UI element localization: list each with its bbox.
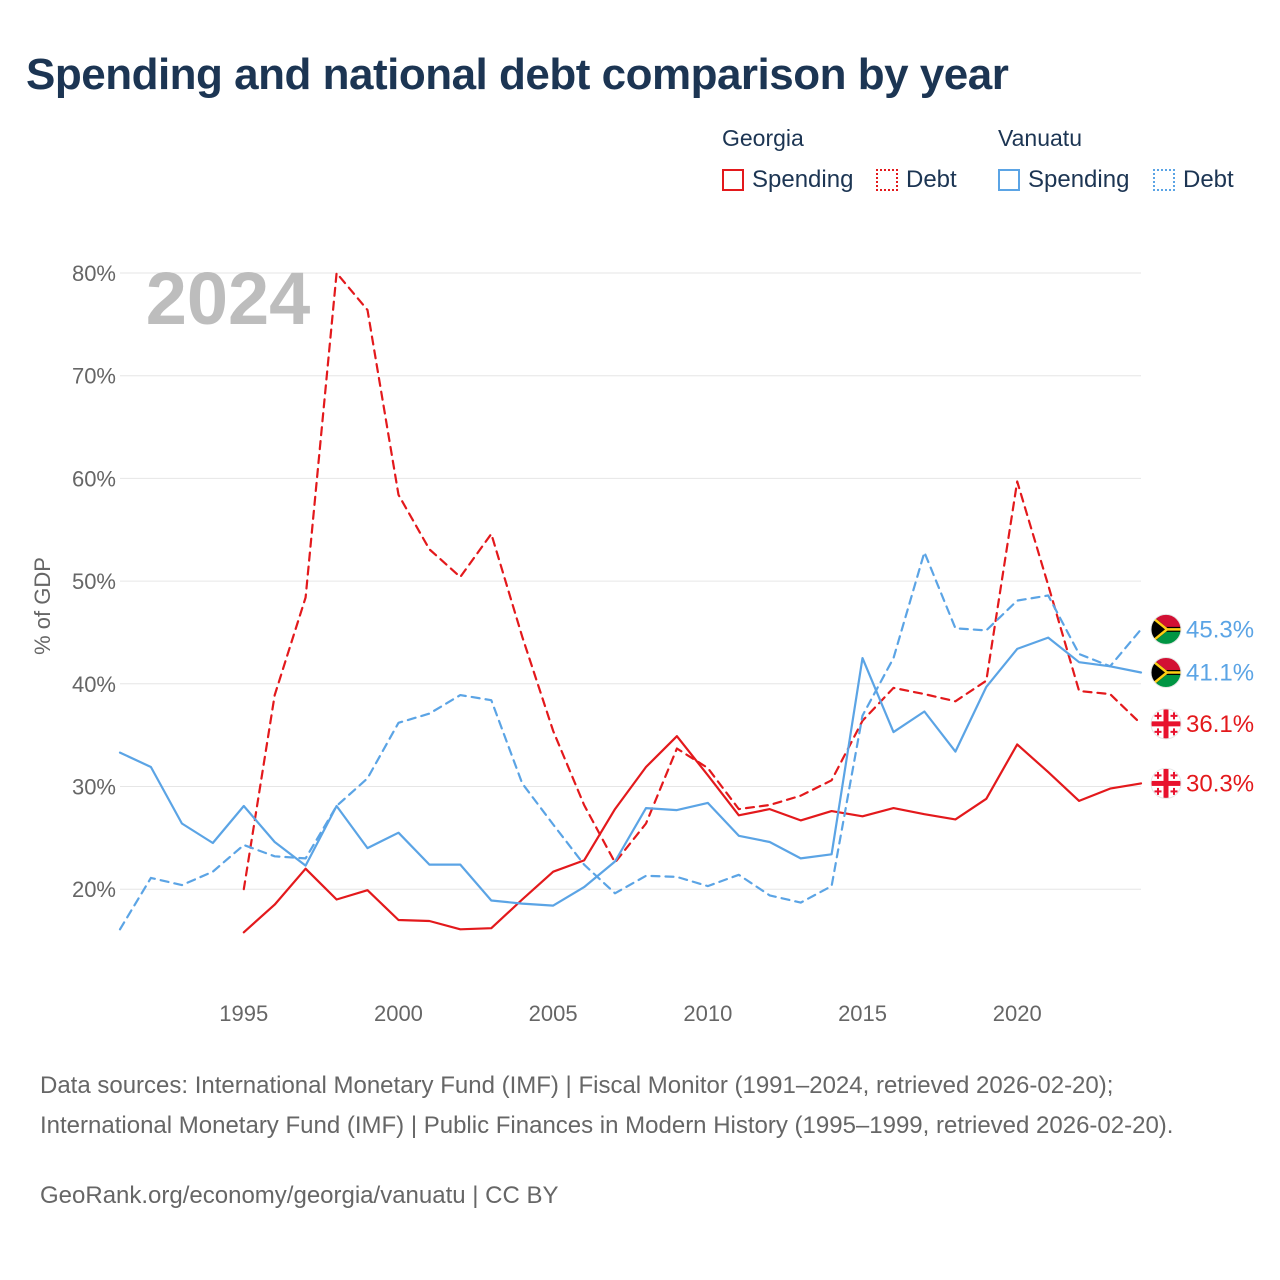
- y-tick-label: 40%: [72, 672, 116, 697]
- georgia-spending-line: [242, 735, 1143, 934]
- y-axis-ticks: 20% 30% 40% 50% 60% 70% 80%: [72, 261, 116, 902]
- x-axis-ticks: 1995 2000 2005 2010 2015 2020: [219, 1001, 1041, 1026]
- end-value-label: 41.1%: [1186, 660, 1254, 687]
- legend-label: Spending: [752, 166, 854, 193]
- georgia-flag-icon: [1150, 767, 1182, 799]
- georgia-flag-icon: [1150, 708, 1182, 740]
- y-tick-label: 80%: [72, 261, 116, 286]
- legend-item-georgia-spending[interactable]: Spending: [722, 166, 853, 194]
- legend-label: Spending: [1028, 166, 1130, 193]
- series-lines: [118, 271, 1143, 934]
- vanuatu-flag-icon: [1150, 613, 1182, 645]
- x-tick-label: 1995: [219, 1001, 268, 1026]
- line-chart: 2024 20% 30% 40% 50% 60% 70% 80% 1995 2000 2005 2…: [30, 257, 1254, 1026]
- legend-swatch-solid: [722, 169, 744, 191]
- end-labels: 30.3% 36.1% 41.1% 45.3%: [1150, 613, 1254, 799]
- legend-swatch-solid: [998, 169, 1020, 191]
- y-tick-label: 30%: [72, 775, 116, 800]
- y-tick-label: 70%: [72, 364, 116, 389]
- y-tick-label: 20%: [72, 877, 116, 902]
- end-value-label: 45.3%: [1186, 616, 1254, 643]
- x-tick-label: 2020: [993, 1001, 1042, 1026]
- credit-link[interactable]: GeoRank.org/economy/georgia/vanuatu | CC…: [40, 1182, 559, 1209]
- legend-item-vanuatu-spending[interactable]: Spending: [998, 166, 1129, 194]
- georgia-debt-line: [242, 271, 1143, 891]
- legend-swatch-dotted: [876, 169, 898, 191]
- y-tick-label: 50%: [72, 569, 116, 594]
- legend-item-georgia-debt[interactable]: Debt: [876, 166, 957, 194]
- legend-group-georgia: Georgia: [722, 125, 804, 151]
- chart-title: Spending and national debt comparison by…: [26, 50, 1009, 99]
- legend-label: Debt: [906, 166, 957, 193]
- vanuatu-debt-line: [118, 551, 1143, 931]
- grid-lines: [120, 272, 1141, 890]
- x-tick-label: 2005: [529, 1001, 578, 1026]
- year-watermark: 2024: [146, 257, 311, 340]
- legend-group-vanuatu: Vanuatu: [998, 125, 1082, 151]
- y-axis-label: % of GDP: [30, 557, 55, 655]
- vanuatu-flag-icon: [1150, 657, 1182, 689]
- vanuatu-spending-line: [118, 636, 1143, 907]
- y-tick-label: 60%: [72, 466, 116, 491]
- end-value-label: 36.1%: [1186, 711, 1254, 738]
- data-sources: Data sources: International Monetary Fun…: [40, 1072, 1174, 1139]
- legend-item-vanuatu-debt[interactable]: Debt: [1153, 166, 1234, 194]
- x-tick-label: 2015: [838, 1001, 887, 1026]
- legend-swatch-dotted: [1153, 169, 1175, 191]
- x-tick-label: 2000: [374, 1001, 423, 1026]
- end-value-label: 30.3%: [1186, 770, 1254, 797]
- x-tick-label: 2010: [683, 1001, 732, 1026]
- legend-label: Debt: [1183, 166, 1234, 193]
